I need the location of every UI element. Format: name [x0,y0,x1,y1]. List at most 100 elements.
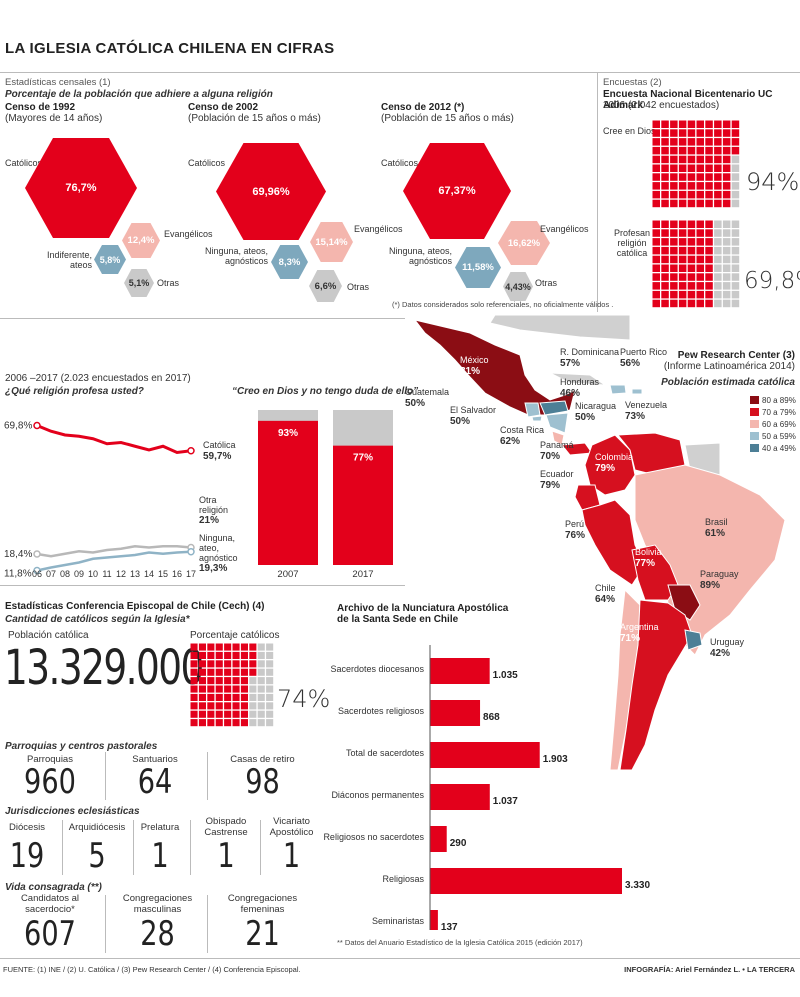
waffle-cell-filled [722,120,731,128]
cfem-label: Congregaciones femeninas [227,893,298,915]
waffle-cell-empty [731,255,740,264]
census-note: (*) Datos considerados solo referenciale… [392,300,614,309]
map-country-label: Perú [565,519,584,529]
legend-item: 70 a 79% [750,406,796,418]
waffle-cell-filled [731,129,740,137]
waffle-cell-empty [731,190,740,199]
waffle-cell-filled [705,129,713,137]
waffle-cell-filled [705,282,713,290]
map-country-value: 79% [540,480,560,491]
divider [62,820,63,875]
map-country-label: R. Dominicana [560,347,619,357]
waffle-cell-filled [215,685,223,693]
waffle-cell-filled [190,677,198,685]
trend-start-point [33,566,41,575]
waffle-cell-filled [705,120,713,128]
map-country-label: México [460,355,489,365]
waffle-cell-filled [696,129,704,137]
waffle-cell-filled [240,710,248,718]
label-start-otra: 18,4% [4,549,32,560]
trend-chart: 06 07 08 09 10 11 12 13 14 15 16 17 69,8% 18,4% 11,8% C… [4,410,393,580]
waffle-cell-empty [731,282,740,290]
label-end-ninguna: agnóstico [199,553,238,563]
divider [260,820,261,875]
map-country-value: 71% [620,633,640,644]
legend-label: 70 a 79% [762,407,796,417]
waffle-cell-filled [696,190,704,199]
waffle-cree-en-dios [652,120,740,208]
map-country-value: 46% [560,388,580,399]
label-end-ninguna: ateo, [199,543,219,553]
trend-x-tick: 13 [130,569,140,579]
label-catolicos-1992: Católicos [5,158,43,168]
pew-sub: (Informe Latinoamérica 2014) [663,361,795,372]
waffle-cell-empty [266,651,274,659]
parroquias-value: 960 [24,762,76,802]
legend-swatch [750,420,759,428]
hbar [430,910,438,930]
waffle-cell-empty [249,702,257,710]
survey-title: Encuesta Nacional Bicentenario UC Adimar… [603,89,773,111]
waffle-cell-filled [190,643,198,651]
waffle-cell-empty [257,643,265,651]
waffle-cell-empty [266,702,274,710]
trend-line-1 [36,424,192,455]
label-catolicos-2002: Católicos [188,158,226,168]
waffle-cell-filled [198,685,206,693]
waffle-cell-filled [678,273,687,281]
label-otras-2002: Otras [347,282,370,292]
waffle-cell-filled [678,129,687,137]
waffle-cell-filled [661,146,669,155]
waffle-cell-filled [687,282,696,290]
waffle-cell-filled [652,173,660,181]
map-country-label: Bolivia [635,547,662,557]
hbar [430,700,481,726]
waffle-cell-filled [661,264,669,272]
waffle-cell-filled [661,190,669,199]
waffle-cell-empty [731,290,740,299]
hbar-value-label: 1.037 [493,796,518,807]
map-guatemala [524,402,541,418]
arqui-label: Arquidiócesis [68,822,126,833]
map-country-label: Brasil [705,517,728,527]
obispado-value: 1 [217,836,235,876]
waffle-cell-filled [661,273,669,281]
waffle-cell-empty [257,685,265,693]
trend-x-tick: 08 [60,569,70,579]
hex-otras-1992: 5,1% [124,269,154,297]
label-cree-en-dios: Cree en Dios [603,126,656,136]
waffle-cell-empty [714,229,722,237]
parroquias-label: Parroquias [27,754,73,765]
waffle-cell-filled [705,264,713,272]
waffle-cell-filled [722,146,731,155]
pew-title: Pew Research Center (3) [677,350,795,361]
waffle-cell-filled [696,246,704,255]
waffle-cell-filled [652,120,660,128]
waffle-cell-filled [670,273,678,281]
waffle-cell-filled [190,660,198,668]
waffle-cell-filled [722,164,731,172]
waffle-cell-filled [696,229,704,237]
waffle-cell-filled [224,710,232,718]
waffle-cell-filled [687,290,696,299]
label-end-otra: Otra [199,495,217,505]
waffle-cell-filled [207,651,215,659]
waffle-cell-empty [722,229,731,237]
map-argentina [619,599,693,771]
waffle-cell-filled [670,129,678,137]
waffle-cell-filled [240,643,248,651]
bar-value-label: 77% [353,453,373,464]
waffle-cell-filled [687,299,696,308]
waffle-cell-filled [687,220,696,228]
waffle-cell-filled [670,290,678,299]
waffle-cell-filled [714,155,722,164]
map-country-value: 50% [405,398,425,409]
label-end-ninguna: Ninguna, [199,533,235,543]
waffle-cell-filled [696,182,704,190]
waffle-cell-filled [705,238,713,246]
waffle-cell-filled [687,129,696,137]
vida-title: Vida consagrada (**) [5,882,102,893]
waffle-cell-filled [722,173,731,181]
waffle-cell-filled [190,710,198,718]
waffle-cell-filled [696,173,704,181]
